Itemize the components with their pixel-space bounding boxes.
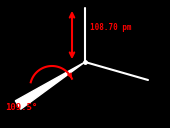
Text: 109.5°: 109.5°	[5, 104, 37, 113]
Text: 108.70 pm: 108.70 pm	[90, 24, 132, 33]
Polygon shape	[15, 62, 85, 109]
